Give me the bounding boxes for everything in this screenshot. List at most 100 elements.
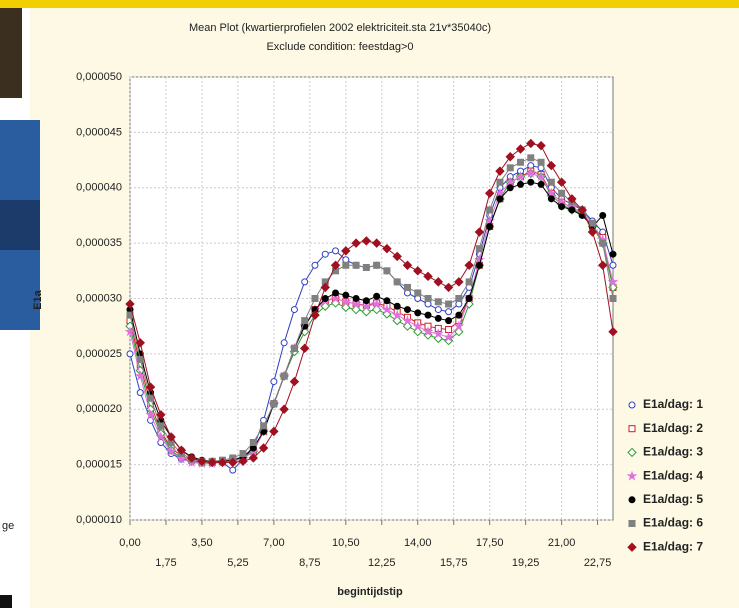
data-point [362, 263, 370, 271]
x-tick-label: 19,25 [512, 557, 540, 569]
data-point [536, 140, 546, 151]
data-point [321, 295, 329, 302]
data-point [176, 445, 187, 455]
legend-label: E1a/dag: 1 [643, 397, 703, 411]
data-point [506, 164, 514, 172]
data-point [393, 302, 401, 310]
data-point [599, 239, 607, 247]
legend-marker [627, 447, 637, 458]
data-point [453, 320, 465, 331]
data-point [412, 320, 424, 331]
data-point [525, 167, 537, 178]
legend-label: E1a/dag: 7 [643, 539, 703, 553]
data-point [496, 195, 504, 203]
data-point [517, 158, 525, 166]
data-point [535, 171, 547, 182]
data-point [527, 154, 535, 162]
data-point [136, 389, 144, 397]
data-point [424, 311, 432, 319]
data-point [537, 158, 545, 166]
data-point [156, 410, 166, 420]
data-point [422, 326, 434, 337]
data-point [403, 283, 411, 291]
data-point [360, 300, 372, 311]
data-point [352, 261, 360, 269]
legend-marker [628, 401, 636, 409]
legend-label: E1a/dag: 3 [643, 445, 703, 459]
data-point [125, 299, 135, 309]
data-point [455, 295, 463, 302]
data-point [608, 327, 618, 337]
x-tick-label: 21,00 [548, 537, 576, 549]
data-point [350, 298, 362, 309]
data-point [136, 355, 144, 363]
data-point [526, 138, 536, 149]
side-image [0, 200, 40, 250]
data-point [434, 306, 442, 314]
data-point [238, 456, 248, 467]
y-axis-label: E1a [32, 289, 44, 309]
data-point [290, 344, 298, 352]
data-point [504, 176, 516, 187]
data-point [361, 236, 372, 246]
data-point [279, 404, 289, 414]
data-point [332, 247, 340, 255]
data-point [558, 189, 566, 197]
data-point [558, 203, 566, 211]
data-point [587, 227, 598, 237]
data-point [494, 187, 506, 198]
data-point [414, 289, 422, 297]
data-point [392, 251, 402, 262]
data-point [301, 278, 309, 286]
data-point [443, 282, 454, 293]
x-tick-label: 5,25 [227, 557, 248, 569]
data-point [527, 178, 535, 186]
x-tick-label: 22,75 [584, 557, 612, 569]
data-point [414, 309, 422, 317]
data-point [423, 271, 433, 282]
x-tick-label: 12,25 [368, 557, 396, 569]
x-tick-label: 8,75 [299, 557, 320, 569]
data-point [228, 457, 238, 468]
data-point [445, 308, 453, 316]
data-point [330, 260, 341, 270]
data-point [515, 171, 526, 182]
x-tick-label: 7,00 [263, 537, 284, 549]
data-point [229, 466, 237, 474]
y-tick-label: 0,000025 [76, 348, 122, 360]
data-point [342, 261, 350, 269]
data-point [135, 338, 145, 348]
data-point [176, 453, 187, 464]
y-tick-label: 0,000030 [76, 292, 122, 304]
data-point [475, 245, 483, 253]
data-point [373, 261, 381, 269]
x-tick-label: 0,00 [119, 537, 140, 549]
data-point [517, 180, 525, 188]
data-point [270, 378, 278, 386]
data-point [249, 438, 257, 446]
x-tick-label: 14,00 [404, 537, 432, 549]
data-point [352, 295, 360, 302]
data-point [506, 184, 514, 192]
data-point [126, 350, 134, 358]
data-point [301, 317, 309, 325]
data-point [413, 266, 423, 276]
data-point [165, 445, 177, 456]
data-point [239, 450, 247, 458]
x-tick-label: 15,75 [440, 557, 468, 569]
chart-subtitle: Exclude condition: feestdag>0 [266, 41, 413, 53]
data-point [332, 289, 340, 297]
data-point [186, 453, 197, 463]
data-point [248, 453, 259, 463]
top-bar [0, 0, 739, 8]
side-icon [0, 595, 12, 608]
data-point [486, 223, 494, 231]
legend-label: E1a/dag: 6 [643, 516, 703, 530]
data-point [445, 300, 453, 308]
data-point [217, 457, 228, 468]
data-point [145, 409, 156, 420]
data-point [434, 314, 442, 322]
data-point [289, 376, 300, 387]
data-point [197, 456, 207, 467]
